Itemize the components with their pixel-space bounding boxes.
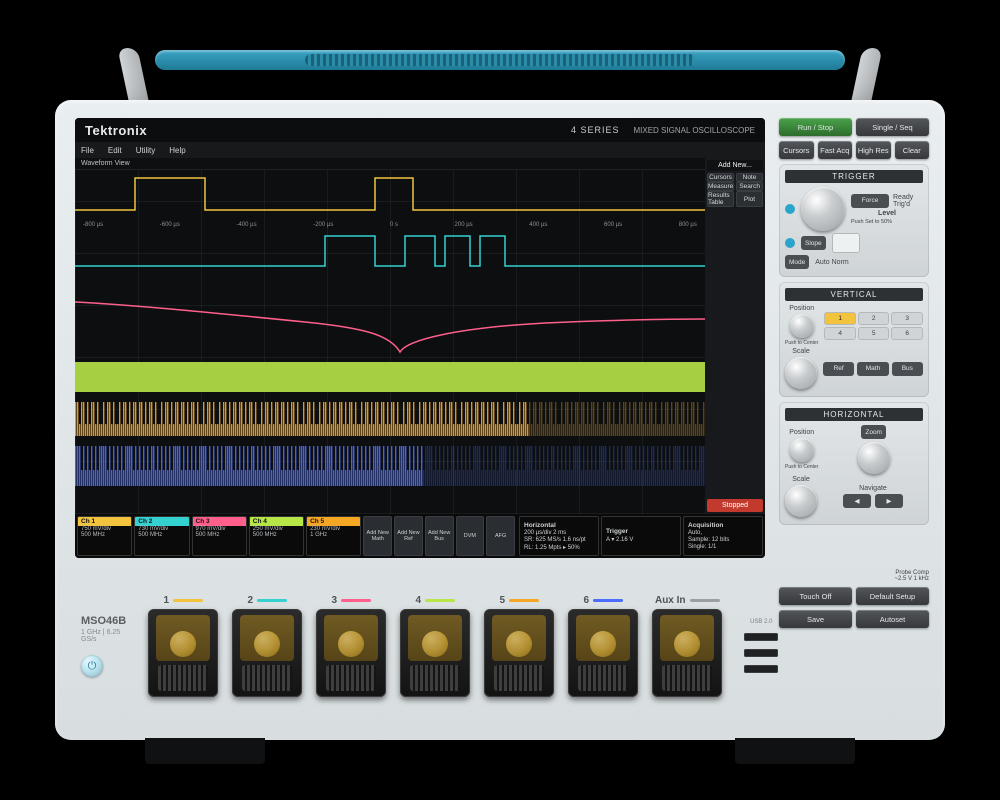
model-label: MSO46B xyxy=(81,615,126,627)
input-2[interactable]: 2 xyxy=(232,595,302,697)
channel-select-4[interactable]: 4 xyxy=(824,327,856,340)
horizontal-info-panel[interactable]: Horizontal200 µs/div 2 msSR: 625 MS/s 1.… xyxy=(519,516,599,556)
horizontal-zoom-knob[interactable] xyxy=(858,442,890,474)
touch-off-button[interactable]: Touch Off xyxy=(779,587,852,605)
channel-select-1[interactable]: 1 xyxy=(824,312,856,325)
input-aux-in[interactable]: Aux In xyxy=(652,595,722,697)
lower-control-column: Probe Comp ~2.5 V 1 kHz Touch Off Defaul… xyxy=(779,570,929,722)
channel-badge-ch2[interactable]: Ch 2730 mV/div500 MHz xyxy=(134,516,189,556)
autoset-button[interactable]: Autoset xyxy=(856,610,929,628)
menu-utility[interactable]: Utility xyxy=(136,146,156,155)
input-6[interactable]: 6 xyxy=(568,595,638,697)
menu-file[interactable]: File xyxy=(81,146,94,155)
add-new-math-button[interactable]: Add New Math xyxy=(363,516,392,556)
trigger-section: TRIGGER ForceReady Trig'd Level Push Set… xyxy=(779,164,929,277)
channel-select-3[interactable]: 3 xyxy=(891,312,923,325)
nav-next-button[interactable]: ▶ xyxy=(875,494,903,508)
vertical-section: VERTICAL Position Push to Center 123456 … xyxy=(779,282,929,397)
nav-prev-button[interactable]: ◀ xyxy=(843,494,871,508)
vertical-position-knob[interactable] xyxy=(790,314,814,338)
math-button[interactable]: Math xyxy=(857,362,888,376)
bus-button[interactable]: Bus xyxy=(892,362,923,376)
afg-button[interactable]: AFG xyxy=(486,516,515,556)
trigger-info-panel[interactable]: TriggerA ▾ 2.16 V xyxy=(601,516,681,556)
ref-button[interactable]: Ref xyxy=(823,362,854,376)
vertical-scale-knob[interactable] xyxy=(785,357,817,389)
horizontal-section: HORIZONTAL Position Push to Center Zoom … xyxy=(779,402,929,525)
add-new-bus-button[interactable]: Add New Bus xyxy=(425,516,454,556)
instrument-body: Tektronix 4 SERIES MIXED SIGNAL OSCILLOS… xyxy=(55,100,945,740)
sidebar-measure-button[interactable]: Measure xyxy=(707,182,734,191)
usb-port-3[interactable] xyxy=(744,665,778,673)
channel-select-6[interactable]: 6 xyxy=(891,327,923,340)
horizontal-title: HORIZONTAL xyxy=(785,408,923,421)
slope-icon xyxy=(832,233,860,253)
input-panel: MSO46B 1 GHz | 6.25 GS/s 123456Aux In US… xyxy=(75,570,765,722)
waveform-traces xyxy=(75,170,705,514)
bottom-status-bar: Ch 1750 mV/div500 MHzCh 2730 mV/div500 M… xyxy=(75,514,765,558)
trigger-dot-b xyxy=(785,238,795,248)
dvm-button[interactable]: DVM xyxy=(456,516,485,556)
channel-badge-ch1[interactable]: Ch 1750 mV/div500 MHz xyxy=(77,516,132,556)
menu-help[interactable]: Help xyxy=(169,146,185,155)
trigger-title: TRIGGER xyxy=(785,170,923,183)
slope-button[interactable]: Slope xyxy=(801,236,826,250)
sidebar-plot-button[interactable]: Plot xyxy=(736,191,763,207)
add-new-ref-button[interactable]: Add New Ref xyxy=(394,516,423,556)
high-res-button[interactable]: High Res xyxy=(856,141,891,159)
input-1[interactable]: 1 xyxy=(148,595,218,697)
measure-sidebar: Add New... CursorsNoteMeasureSearchResul… xyxy=(705,158,765,514)
menu-bar: File Edit Utility Help xyxy=(75,142,765,158)
horizontal-position-knob[interactable] xyxy=(790,438,814,462)
vertical-title: VERTICAL xyxy=(785,288,923,301)
clear-button[interactable]: Clear xyxy=(895,141,930,159)
series-label: 4 SERIES xyxy=(571,125,620,135)
probe-comp-label: Probe Comp ~2.5 V 1 kHz xyxy=(779,570,929,582)
brand-label: Tektronix xyxy=(85,123,147,138)
sidebar-header: Add New... xyxy=(707,160,763,171)
channel-badge-ch4[interactable]: Ch 4250 mV/div500 MHz xyxy=(249,516,304,556)
channel-badge-ch5[interactable]: Ch 5230 mV/div1 GHz xyxy=(306,516,361,556)
usb-ports: USB 2.0 xyxy=(744,619,778,673)
sidebar-note-button[interactable]: Note xyxy=(736,173,763,182)
sidebar-cursors-button[interactable]: Cursors xyxy=(707,173,734,182)
screen-header: Tektronix 4 SERIES MIXED SIGNAL OSCILLOS… xyxy=(75,118,765,142)
waveform-view-label: Waveform View xyxy=(75,158,765,170)
channel-badge-ch3[interactable]: Ch 3970 mV/div500 MHz xyxy=(192,516,247,556)
channel-select-2[interactable]: 2 xyxy=(858,312,890,325)
horizontal-scale-knob[interactable] xyxy=(785,485,817,517)
single-seq-button[interactable]: Single / Seq xyxy=(856,118,929,136)
sidebar-search-button[interactable]: Search xyxy=(736,182,763,191)
menu-edit[interactable]: Edit xyxy=(108,146,122,155)
acquisition-status-badge: Stopped xyxy=(707,499,763,512)
control-column: Run / Stop Single / Seq CursorsFast AcqH… xyxy=(779,118,929,570)
zoom-button[interactable]: Zoom xyxy=(861,425,886,439)
level-label: Level xyxy=(851,210,923,217)
sidebar-results-table-button[interactable]: Results Table xyxy=(707,191,734,207)
trigger-dot-a xyxy=(785,204,795,214)
usb-port-1[interactable] xyxy=(744,633,778,641)
usb-port-2[interactable] xyxy=(744,649,778,657)
channel-select-5[interactable]: 5 xyxy=(858,327,890,340)
waveform-plot[interactable]: -800 µs-600 µs-400 µs-200 µs0 s200 µs400… xyxy=(75,170,705,514)
trigger-level-knob[interactable] xyxy=(801,187,845,231)
input-3[interactable]: 3 xyxy=(316,595,386,697)
power-button[interactable] xyxy=(81,655,103,677)
cursors-button[interactable]: Cursors xyxy=(779,141,814,159)
fast-acq-button[interactable]: Fast Acq xyxy=(818,141,853,159)
default-setup-button[interactable]: Default Setup xyxy=(856,587,929,605)
run-stop-button[interactable]: Run / Stop xyxy=(779,118,852,136)
save-button[interactable]: Save xyxy=(779,610,852,628)
touchscreen[interactable]: Tektronix 4 SERIES MIXED SIGNAL OSCILLOS… xyxy=(75,118,765,558)
device-type-label: MIXED SIGNAL OSCILLOSCOPE xyxy=(633,126,755,135)
force-trigger-button[interactable]: Force xyxy=(851,194,889,208)
trigger-mode-button[interactable]: Mode xyxy=(785,255,809,269)
input-4[interactable]: 4 xyxy=(400,595,470,697)
input-5[interactable]: 5 xyxy=(484,595,554,697)
acquisition-info-panel[interactable]: AcquisitionAuto,Sample: 12 bitsSingle: 1… xyxy=(683,516,763,556)
